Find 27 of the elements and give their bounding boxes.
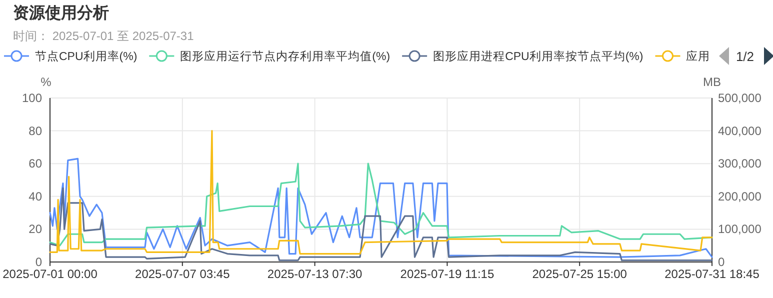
x-tick-label: 2025-07-25 15:00	[532, 267, 628, 281]
y-tick-label: 60	[28, 156, 42, 171]
x-tick-label: 2025-07-07 03:45	[135, 267, 230, 281]
y-tick-label: 40	[28, 189, 42, 204]
x-tick-label: 2025-07-19 11:15	[400, 267, 494, 281]
y2-tick-label: 300,000	[718, 156, 762, 171]
text: 1/2	[736, 49, 754, 64]
x-tick-label: 2025-07-13 07:30	[267, 267, 362, 281]
legend-label: 图形应用进程CPU利用率按节点平均(%)	[433, 49, 644, 63]
chart-subtitle: 时间： 2025-07-01 至 2025-07-31	[13, 29, 194, 43]
y2-tick-label: 100,000	[718, 222, 762, 236]
y2-tick-label: 500,000	[718, 91, 762, 105]
x-tick-label: 2025-07-01 00:00	[2, 267, 98, 281]
y-tick-label: 20	[28, 222, 42, 236]
legend-label: 图形应用运行节点内存利用率平均值(%)	[180, 49, 390, 63]
y-tick-label: 80	[28, 124, 42, 138]
y-axis-title: %	[40, 75, 52, 89]
chart-title: 资源使用分析	[13, 4, 109, 22]
legend-label: 节点CPU利用率(%)	[35, 49, 138, 63]
x-tick-label: 2025-07-31 18:45	[664, 267, 760, 281]
y-tick-label: 100	[22, 91, 42, 105]
legend-label: 应用	[686, 49, 710, 63]
y2-tick-label: 400,000	[718, 124, 762, 138]
y2-axis-title: MB	[703, 75, 721, 89]
y2-tick-label: 200,000	[718, 189, 762, 204]
y2-tick-label: 0	[718, 255, 725, 269]
y-tick-label: 0	[35, 255, 42, 269]
